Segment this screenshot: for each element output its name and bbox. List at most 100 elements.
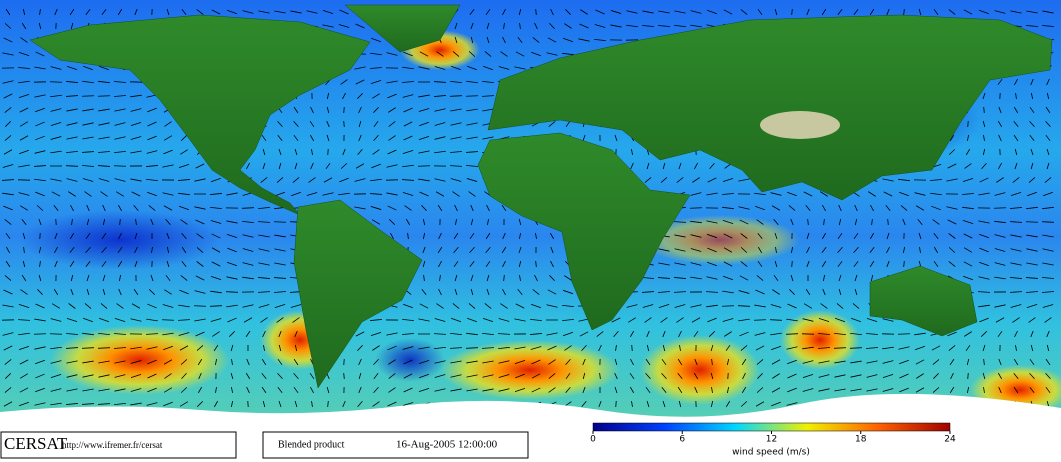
- wind-arrow: [134, 232, 138, 240]
- wind-arrow: [34, 165, 46, 167]
- wind-arrow: [178, 192, 190, 196]
- wind-arrow: [50, 178, 62, 182]
- wind-arrow: [741, 358, 747, 366]
- wind-arrow: [1029, 358, 1035, 366]
- wind-arrow: [502, 36, 506, 44]
- wind-arrow: [402, 346, 414, 350]
- wind-arrow: [899, 373, 909, 379]
- wind-arrow: [1010, 277, 1022, 279]
- wind-arrow: [130, 318, 142, 322]
- wind-arrow: [930, 192, 942, 196]
- wind-arrow: [210, 290, 222, 294]
- wind-arrow: [1029, 120, 1035, 128]
- wind-arrow: [343, 120, 345, 128]
- wind-arrow: [131, 191, 141, 197]
- wind-arrow: [739, 275, 749, 281]
- wind-arrow: [130, 373, 142, 379]
- wind-arrow: [706, 220, 718, 224]
- africa: [477, 132, 691, 331]
- wind-arrow: [530, 303, 542, 309]
- wind-arrow: [515, 373, 525, 379]
- wind-arrow: [548, 387, 556, 393]
- wind-arrow: [979, 177, 989, 183]
- wind-arrow: [150, 218, 154, 226]
- wind-arrow: [418, 94, 430, 98]
- wind-arrow: [502, 8, 506, 16]
- wind-arrow: [790, 274, 794, 282]
- wind-arrow: [710, 344, 714, 352]
- wind-arrow: [68, 191, 76, 197]
- wind-arrow: [1026, 277, 1038, 279]
- wind-arrow: [130, 150, 142, 154]
- wind-arrow: [403, 373, 413, 379]
- wind-arrow: [709, 162, 715, 170]
- wind-arrow: [5, 232, 11, 240]
- wind-arrow: [502, 232, 506, 240]
- wind-arrow: [886, 246, 890, 254]
- wind-arrow: [1042, 221, 1054, 223]
- wind-arrow: [434, 178, 446, 182]
- wind-arrow: [706, 261, 718, 267]
- wind-arrow: [1013, 134, 1019, 142]
- wind-arrow: [242, 207, 254, 209]
- wind-arrow: [711, 358, 713, 366]
- wind-arrow: [130, 136, 142, 140]
- wind-arrow: [486, 288, 490, 296]
- wind-arrow: [498, 374, 510, 378]
- date: 16-Aug-2005 12:00:00: [396, 439, 498, 451]
- wind-arrow: [466, 388, 478, 392]
- colorbar-tick-label: 18: [855, 435, 867, 445]
- wind-arrow: [34, 346, 46, 350]
- wind-arrow: [454, 204, 458, 212]
- wind-arrow: [870, 204, 874, 212]
- wind-arrow: [54, 246, 58, 254]
- wind-arrow: [788, 205, 796, 211]
- wind-arrow: [178, 163, 190, 169]
- antarctica: [0, 393, 1061, 432]
- wind-arrow: [978, 304, 990, 308]
- wind-arrow: [164, 121, 172, 127]
- wind-arrow: [903, 260, 905, 268]
- wind-arrow: [690, 10, 702, 14]
- wind-arrow: [629, 330, 635, 338]
- wind-arrow: [434, 136, 446, 140]
- wind-arrow: [914, 192, 926, 196]
- wind-arrow: [371, 219, 381, 225]
- wind-arrow: [790, 246, 794, 254]
- wind-arrow: [180, 149, 188, 155]
- wind-arrow: [82, 95, 94, 97]
- wind-arrow: [4, 121, 12, 127]
- wind-arrow: [146, 178, 158, 182]
- wind-arrow: [19, 205, 29, 211]
- wind-arrow: [355, 23, 365, 29]
- wind-arrow: [677, 358, 683, 366]
- wind-arrow: [98, 136, 110, 140]
- wind-arrow: [786, 333, 798, 335]
- wind-arrow: [1015, 92, 1017, 100]
- wind-arrow: [482, 374, 494, 378]
- wind-arrow: [146, 165, 158, 167]
- wind-arrow: [98, 95, 110, 97]
- wind-arrow: [978, 220, 990, 224]
- wind-arrow: [146, 402, 158, 406]
- wind-arrow: [866, 347, 878, 349]
- wind-arrow: [404, 205, 412, 211]
- wind-arrow: [468, 51, 476, 57]
- wind-arrow: [402, 94, 414, 98]
- wind-arrow: [738, 206, 750, 210]
- wind-arrow: [868, 191, 876, 197]
- wind-arrow: [35, 121, 45, 127]
- wind-arrow: [82, 165, 94, 167]
- wind-arrow: [503, 274, 505, 282]
- wind-arrow: [869, 260, 875, 268]
- wind-arrow: [530, 318, 542, 322]
- wind-arrow: [722, 177, 734, 183]
- wind-arrow: [500, 303, 508, 309]
- wind-arrow: [470, 204, 474, 212]
- wind-arrow: [690, 276, 702, 280]
- wind-arrow: [834, 360, 846, 364]
- wind-arrow: [484, 51, 492, 57]
- wind-arrow: [274, 277, 286, 279]
- wind-arrow: [434, 150, 446, 154]
- wind-arrow: [258, 10, 270, 14]
